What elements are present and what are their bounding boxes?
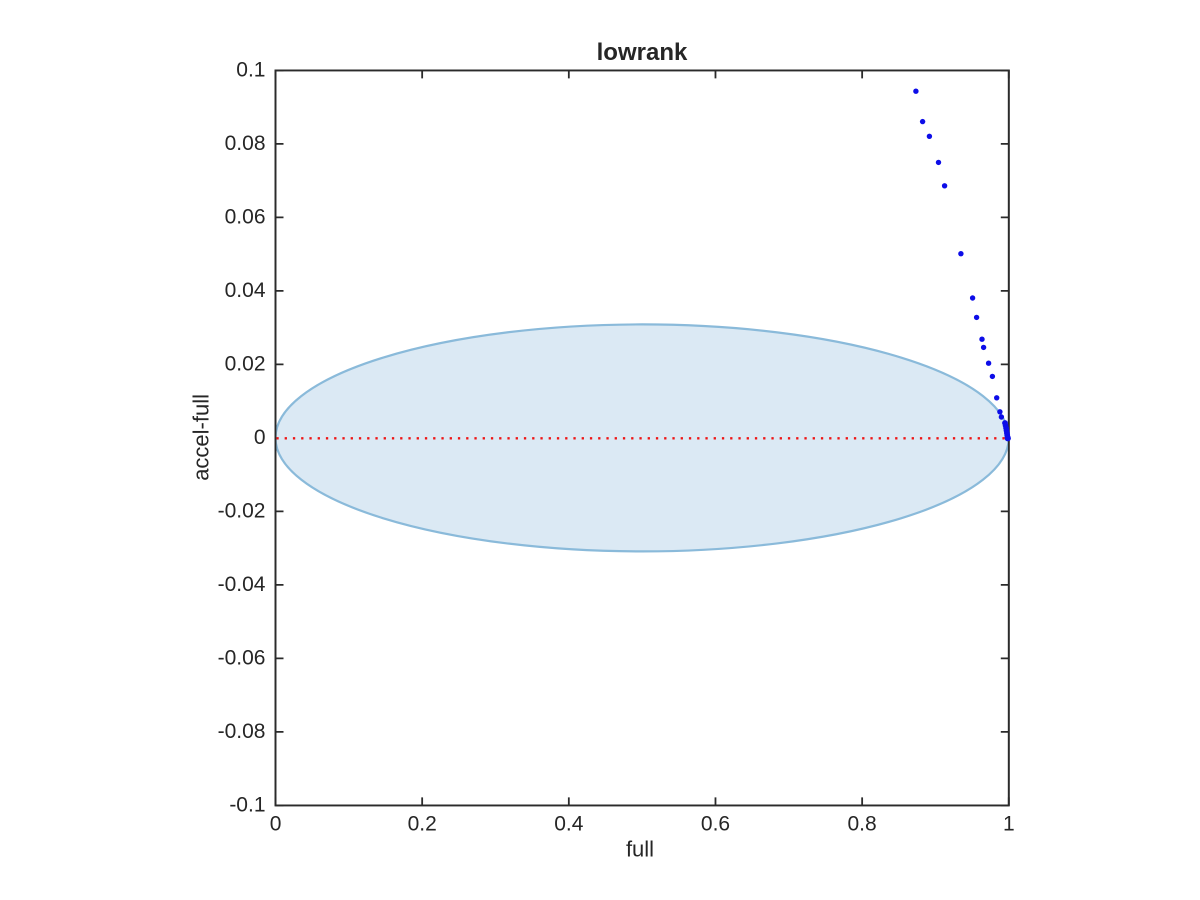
svg-text:full: full xyxy=(626,837,654,862)
svg-text:-0.04: -0.04 xyxy=(218,573,266,596)
svg-text:0.1: 0.1 xyxy=(236,59,265,82)
svg-text:0.08: 0.08 xyxy=(225,132,266,155)
svg-text:accel-full: accel-full xyxy=(189,394,214,481)
svg-text:0.8: 0.8 xyxy=(847,813,876,836)
svg-text:-0.08: -0.08 xyxy=(218,720,266,743)
svg-text:0: 0 xyxy=(254,426,266,449)
svg-text:0.6: 0.6 xyxy=(701,813,730,836)
svg-text:-0.06: -0.06 xyxy=(218,647,266,670)
svg-text:0: 0 xyxy=(270,813,282,836)
svg-text:0.4: 0.4 xyxy=(554,813,584,836)
svg-text:-0.1: -0.1 xyxy=(229,794,265,817)
svg-text:0.04: 0.04 xyxy=(225,279,266,302)
svg-text:0.06: 0.06 xyxy=(225,206,266,229)
svg-text:lowrank: lowrank xyxy=(597,39,688,66)
svg-text:0.02: 0.02 xyxy=(225,353,266,376)
svg-text:-0.02: -0.02 xyxy=(218,500,266,523)
svg-text:0.2: 0.2 xyxy=(408,813,437,836)
svg-text:1: 1 xyxy=(1003,813,1015,836)
